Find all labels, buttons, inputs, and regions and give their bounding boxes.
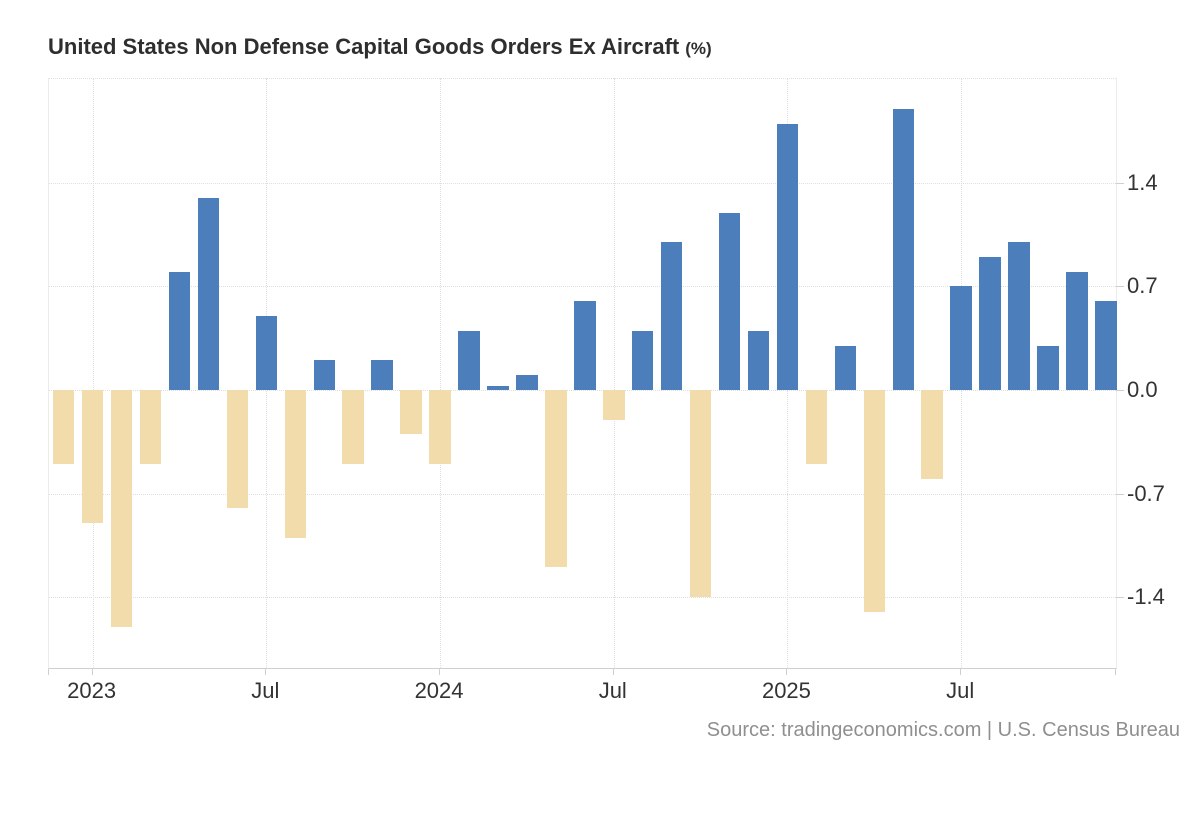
bar[interactable]	[631, 330, 654, 390]
bar[interactable]	[545, 390, 567, 568]
y-gridline	[49, 390, 1116, 391]
y-tick-mark	[1116, 597, 1124, 599]
x-tick-mark	[48, 669, 49, 675]
bar[interactable]	[429, 390, 451, 464]
bar[interactable]	[805, 390, 828, 464]
x-axis-label: Jul	[598, 678, 627, 703]
source-attribution: Source: tradingeconomics.com | U.S. Cens…	[706, 719, 1180, 741]
bar[interactable]	[284, 390, 307, 538]
y-gridline	[49, 493, 1116, 495]
bar[interactable]	[313, 360, 335, 390]
bar[interactable]	[197, 197, 220, 390]
x-axis-label: 2024	[414, 678, 464, 703]
chart-title-text: United States Non Defense Capital Goods …	[48, 34, 680, 59]
bar[interactable]	[834, 345, 857, 390]
bar[interactable]	[342, 390, 364, 464]
bar[interactable]	[400, 390, 422, 435]
x-axis-label: Jul	[251, 678, 280, 703]
bar[interactable]	[950, 286, 972, 390]
y-gridline	[49, 286, 1116, 288]
bar[interactable]	[1066, 271, 1088, 390]
bar[interactable]	[776, 123, 799, 390]
x-axis-label: 2023	[67, 678, 117, 703]
bar[interactable]	[660, 242, 683, 390]
x-tick-mark	[265, 669, 267, 675]
x-axis-label: Jul	[946, 678, 975, 703]
plot-area[interactable]	[48, 78, 1117, 669]
bar[interactable]	[110, 390, 133, 627]
bar[interactable]	[81, 390, 104, 524]
bar[interactable]	[921, 390, 943, 479]
y-axis-label: -1.4	[1127, 584, 1165, 610]
x-gridline	[440, 78, 442, 668]
bar[interactable]	[574, 301, 596, 390]
bar[interactable]	[718, 212, 741, 390]
bar[interactable]	[603, 390, 625, 420]
bar[interactable]	[1037, 345, 1059, 390]
y-tick-mark	[1116, 286, 1124, 288]
chart-title-unit: (%)	[685, 39, 712, 58]
bar[interactable]	[168, 271, 191, 390]
y-tick-mark	[1116, 493, 1124, 495]
y-tick-mark	[1116, 182, 1124, 184]
x-tick-mark	[91, 669, 93, 675]
x-gridline	[613, 78, 615, 668]
bar[interactable]	[226, 390, 249, 509]
y-axis-label: 0.7	[1127, 273, 1158, 299]
bar[interactable]	[139, 390, 162, 464]
x-tick-mark	[960, 669, 962, 675]
bar[interactable]	[747, 330, 770, 390]
bar[interactable]	[1008, 242, 1030, 390]
bar[interactable]	[892, 109, 914, 390]
bar[interactable]	[979, 256, 1001, 390]
x-gridline	[92, 78, 94, 668]
bar[interactable]	[516, 375, 538, 390]
x-tick-mark	[786, 669, 788, 675]
y-axis-label: 1.4	[1127, 169, 1158, 195]
bar[interactable]	[52, 390, 75, 464]
y-gridline	[49, 182, 1116, 184]
x-axis-label: 2025	[761, 678, 811, 703]
x-tick-mark	[612, 669, 614, 675]
bar[interactable]	[458, 330, 480, 390]
y-axis-label: 0.0	[1127, 377, 1158, 402]
chart-title: United States Non Defense Capital Goods …	[48, 34, 712, 60]
bar[interactable]	[863, 390, 886, 612]
x-tick-mark	[1115, 669, 1116, 675]
bar[interactable]	[371, 360, 393, 390]
plot-top-border	[49, 78, 1116, 79]
bar[interactable]	[689, 390, 712, 598]
bar[interactable]	[1095, 301, 1117, 390]
bar[interactable]	[255, 316, 278, 390]
bar[interactable]	[487, 385, 509, 390]
x-tick-mark	[439, 669, 441, 675]
y-gridline	[49, 597, 1116, 599]
y-axis-label: -0.7	[1127, 480, 1165, 506]
y-tick-mark	[1116, 390, 1124, 391]
